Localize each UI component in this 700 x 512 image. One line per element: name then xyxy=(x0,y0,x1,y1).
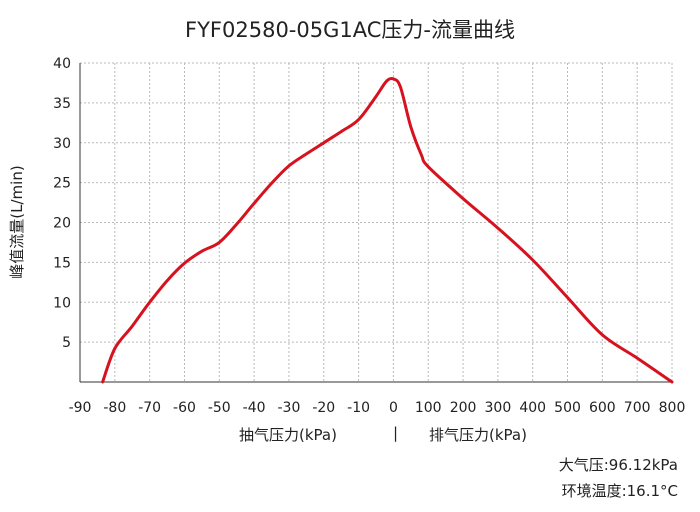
tick-labels: -90 -80 -70 -60 -50 -40 -30 -20 -10 0 100 200 300 400… xyxy=(53,56,685,416)
grid xyxy=(80,62,673,382)
x-tick-label: -20 xyxy=(312,400,335,416)
x-tick-label: 800 xyxy=(659,400,686,416)
x-tick-label: -70 xyxy=(138,400,161,416)
x-tick-label: -10 xyxy=(347,400,370,416)
x-tick-label: 100 xyxy=(415,400,442,416)
x-tick-label: 300 xyxy=(485,400,512,416)
x-tick-label: 600 xyxy=(589,400,616,416)
series xyxy=(101,76,674,384)
chart-title: FYF02580-05G1AC压力-流量曲线 xyxy=(185,18,515,42)
y-tick-label: 35 xyxy=(53,96,71,112)
x-tick-label: 500 xyxy=(554,400,581,416)
x-tick-label: 400 xyxy=(519,400,546,416)
x-axis-label-separator: | xyxy=(393,424,399,442)
y-tick-label: 5 xyxy=(62,335,71,351)
y-tick-label: 20 xyxy=(53,216,71,232)
atmospheric-pressure-note: 大气压:96.12kPa xyxy=(558,456,678,474)
x-tick-label: -30 xyxy=(278,400,301,416)
flow-curve-line xyxy=(101,76,674,384)
x-axis-label-suction: 抽气压力(kPa) xyxy=(239,426,337,444)
x-tick-label: 0 xyxy=(389,400,398,416)
x-tick-label: -80 xyxy=(103,400,126,416)
x-tick-label: -50 xyxy=(208,400,231,416)
x-tick-label: -90 xyxy=(69,400,92,416)
x-tick-label: 700 xyxy=(624,400,651,416)
y-tick-label: 10 xyxy=(53,295,71,311)
ambient-temperature-note: 环境温度:16.1°C xyxy=(561,482,678,500)
x-tick-label: -60 xyxy=(173,400,196,416)
x-tick-label: -40 xyxy=(243,400,266,416)
y-tick-label: 30 xyxy=(53,136,71,152)
y-tick-label: 40 xyxy=(53,56,71,72)
y-tick-label: 25 xyxy=(53,176,71,192)
y-axis-label: 峰值流量(L/min) xyxy=(8,165,26,278)
x-axis-label-discharge: 排气压力(kPa) xyxy=(429,426,527,444)
y-tick-label: 15 xyxy=(53,255,71,271)
x-tick-label: 200 xyxy=(450,400,477,416)
axes xyxy=(79,63,672,383)
